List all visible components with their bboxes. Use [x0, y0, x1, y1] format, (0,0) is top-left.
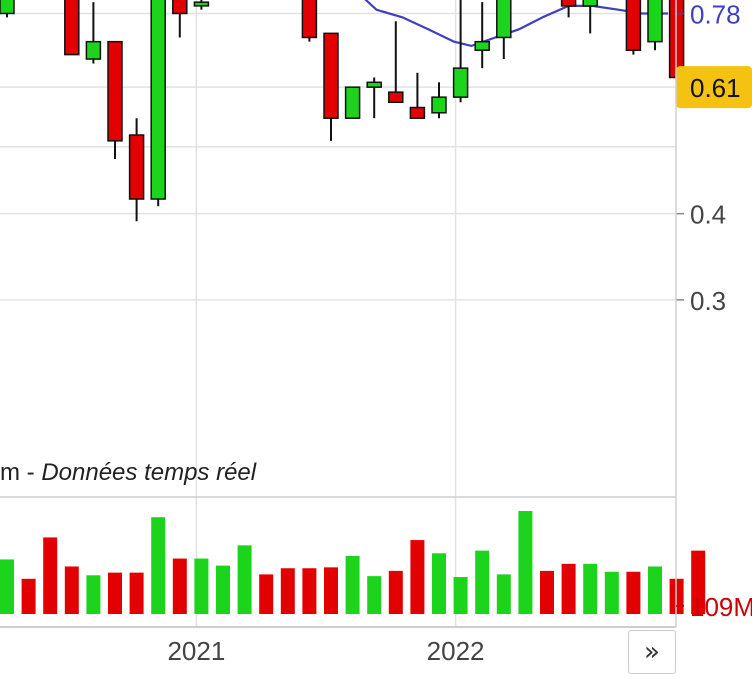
- candle: [474, 2, 490, 69]
- candle: [107, 40, 123, 160]
- moving-averages: [364, 0, 668, 48]
- volume-bar: [367, 576, 382, 614]
- candle-body: [625, 0, 642, 51]
- volume-bar: [64, 566, 79, 614]
- candle: [172, 0, 188, 38]
- candle: [193, 0, 210, 10]
- candle: [582, 0, 598, 34]
- volume-bar: [453, 577, 468, 614]
- candle: [85, 2, 102, 64]
- candle: [409, 72, 426, 119]
- volume-bar: [496, 574, 511, 614]
- candle: [301, 0, 318, 42]
- candle-body: [128, 134, 145, 200]
- candle-body: [560, 0, 577, 7]
- candle: [0, 0, 15, 18]
- volume-bar: [108, 572, 122, 614]
- volume-bar: [345, 555, 360, 614]
- candle-body: [193, 1, 210, 7]
- candle-body: [496, 0, 512, 39]
- candle-body: [582, 0, 598, 7]
- candle-body: [85, 40, 102, 60]
- volume-bar: [324, 567, 338, 614]
- candle: [128, 118, 145, 222]
- candle-body: [172, 0, 188, 15]
- candle: [64, 0, 80, 56]
- candle-body: [301, 0, 318, 39]
- candle-body: [107, 40, 123, 142]
- volume-bar: [237, 545, 252, 614]
- volume-bar: [280, 568, 295, 614]
- candle-body: [344, 86, 361, 119]
- volume-bar: [151, 517, 166, 614]
- candle: [647, 0, 663, 51]
- candle-body: [431, 96, 447, 114]
- volume-bar: [432, 553, 446, 614]
- x-tick-label: 2022: [427, 636, 485, 666]
- candle-body: [388, 91, 404, 104]
- volume-bar: [583, 563, 598, 614]
- price-axis: 1.510.40.3202120221.160.780.61: [167, 0, 752, 666]
- volume-bar: [0, 559, 14, 614]
- candle: [431, 82, 447, 119]
- volume-bar: [604, 571, 619, 614]
- candle: [625, 0, 642, 55]
- volume-bar: [194, 558, 209, 614]
- last-price-value: 0.61: [690, 73, 741, 103]
- volume-bar: [216, 565, 230, 614]
- volume-label: 109M: [690, 592, 752, 622]
- candle-body: [0, 0, 15, 15]
- volume-bar: [172, 558, 187, 614]
- source-note: m - Données temps réel: [0, 459, 257, 486]
- volume-bar: [129, 572, 144, 614]
- price-candles: [0, 0, 685, 222]
- candle: [452, 0, 469, 103]
- candle: [366, 77, 382, 119]
- volume-bar: [475, 550, 490, 614]
- volume-bar: [518, 511, 533, 614]
- candle-body: [474, 40, 490, 51]
- volume-bar: [561, 563, 576, 614]
- candle: [344, 86, 361, 119]
- scroll-right-button[interactable]: »: [628, 630, 676, 674]
- source-note-label: Données temps réel: [41, 459, 256, 486]
- source-note-separator: -: [20, 459, 41, 486]
- volume-bar: [626, 571, 641, 614]
- candle: [323, 32, 339, 141]
- candle-body: [452, 67, 469, 98]
- volume-bar: [259, 574, 274, 614]
- volume-bar: [302, 568, 317, 614]
- volume-bar: [43, 537, 58, 614]
- last-price-badge: [676, 66, 752, 109]
- volume-bar: [648, 566, 662, 614]
- volume-bar: [540, 570, 554, 614]
- y-tick-label: 0.4: [690, 200, 726, 230]
- x-tick-label: 2021: [167, 636, 225, 666]
- y-tick-label: 0.3: [690, 286, 726, 316]
- candle-body: [409, 106, 426, 119]
- candle-body: [64, 0, 80, 56]
- volume-bar: [86, 575, 101, 614]
- candle: [150, 0, 166, 207]
- ma-short-line: [364, 0, 668, 48]
- volume-bars: [0, 511, 706, 614]
- volume-bar: [410, 540, 425, 614]
- source-note-prefix: m: [0, 459, 20, 486]
- candle: [560, 0, 577, 18]
- candle: [388, 21, 404, 104]
- candle-body: [647, 0, 663, 43]
- volume-bar: [21, 578, 36, 614]
- volume-bar: [691, 550, 706, 614]
- volume-bar: [388, 570, 403, 614]
- candle: [496, 0, 512, 60]
- candle-body: [150, 0, 166, 200]
- candle-body: [366, 81, 382, 88]
- ma-short-value: 0.78: [690, 0, 741, 29]
- candle-body: [323, 32, 339, 119]
